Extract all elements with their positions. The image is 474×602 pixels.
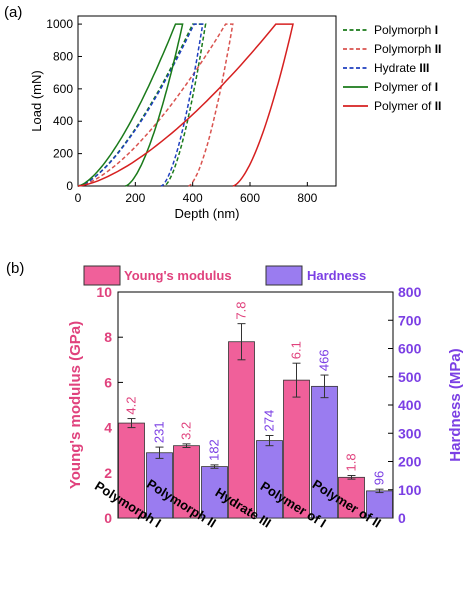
panel-a-chart: 0 200 400 600 800 0 200 400 600 800 1000 Depth (n… xyxy=(29,15,441,221)
panel-b-chart: 0 2 4 6 8 10 0 100 200 300 400 500 600 700 800 4.2 231… xyxy=(67,284,464,531)
data-label-hardness: 231 xyxy=(152,421,167,443)
panel-b-left-y-axis-label: Young's modulus (GPa) xyxy=(67,321,84,489)
panel-a-y-ticks: 0 200 400 600 800 1000 xyxy=(46,17,82,193)
bar-hardness-polymer-of-ii xyxy=(366,490,393,519)
panel-a-curve-hydrate-iii xyxy=(77,23,204,187)
panel-b-right-tick-label: 0 xyxy=(398,510,406,526)
panel-a-x-axis-label: Depth (nm) xyxy=(174,206,239,221)
panel-a-curve-polymorph-ii xyxy=(77,23,234,187)
panel-a-legend-label: Polymer of II xyxy=(374,99,441,113)
panel-b-bars: 4.2 231 3.2 182 7.8 274 6.1 466 1.8 96 xyxy=(118,302,393,519)
panel-a-y-tick-label: 0 xyxy=(66,179,73,193)
panel-a-x-tick-label: 200 xyxy=(125,191,145,205)
data-label-young-s-modulus: 7.8 xyxy=(234,302,249,320)
panel-a-curve-polymorph-i xyxy=(77,23,207,187)
data-label-hardness: 96 xyxy=(372,471,387,485)
panel-a-legend-roman: III xyxy=(419,61,429,75)
panel-b-left-tick-label: 8 xyxy=(104,329,112,345)
panel-b-right-tick-label: 400 xyxy=(398,397,422,413)
bar-young-s-modulus-polymer-of-ii xyxy=(338,476,365,519)
legend-label-hardness: Hardness xyxy=(307,268,366,283)
panel-a-legend-roman: I xyxy=(435,23,438,37)
panel-a-label: (a) xyxy=(4,4,22,21)
panel-b-left-y-ticks: 0 2 4 6 8 10 xyxy=(96,284,123,526)
panel-a-x-ticks: 0 200 400 600 800 xyxy=(75,182,318,205)
data-label-hardness: 274 xyxy=(262,410,277,432)
panel-a-x-tick-label: 0 xyxy=(75,191,82,205)
panel-b-right-tick-label: 700 xyxy=(398,312,422,328)
data-label-young-s-modulus: 6.1 xyxy=(289,341,304,359)
panel-a-legend-label: Polymer of I xyxy=(374,80,438,94)
panel-a-legend-roman: II xyxy=(435,99,442,113)
data-label-hardness: 466 xyxy=(317,349,332,371)
legend-swatch-hardness xyxy=(265,265,303,286)
panel-a-legend-label: Polymorph I xyxy=(374,23,438,37)
bar-hardness-polymorph-ii xyxy=(201,466,228,519)
panel-b-right-tick-label: 100 xyxy=(398,482,422,498)
panel-a-y-tick-label: 800 xyxy=(53,49,73,63)
bar-young-s-modulus-polymer-of-i xyxy=(283,379,310,519)
panel-a-x-tick-label: 400 xyxy=(183,191,203,205)
panel-a-legend-roman: II xyxy=(435,42,442,56)
panel-a-y-tick-label: 600 xyxy=(53,82,73,96)
panel-a-x-tick-label: 600 xyxy=(240,191,260,205)
panel-b-left-tick-label: 6 xyxy=(104,374,112,390)
panel-b-legend: Young's modulus Hardness xyxy=(83,265,366,286)
bar-hardness-hydrate-iii xyxy=(256,440,283,519)
data-label-young-s-modulus: 3.2 xyxy=(179,422,194,440)
panel-b-right-y-axis-label: Hardness (MPa) xyxy=(447,348,464,461)
bar-young-s-modulus-hydrate-iii xyxy=(228,341,255,519)
panel-b-left-tick-label: 10 xyxy=(96,284,112,300)
legend-label-youngs-modulus: Young's modulus xyxy=(124,268,232,283)
panel-b-left-tick-label: 4 xyxy=(104,420,112,436)
panel-b-right-tick-label: 600 xyxy=(398,341,422,357)
panel-a-frame xyxy=(77,15,337,187)
panel-b-right-tick-label: 200 xyxy=(398,454,422,470)
panel-b-right-tick-label: 500 xyxy=(398,369,422,385)
panel-b-right-y-ticks: 0 100 200 300 400 500 600 700 800 xyxy=(388,284,422,526)
panel-a-legend-text: Polymer of xyxy=(374,80,435,94)
panel-a-curve-polymer-of-ii xyxy=(77,23,294,187)
legend-swatch-youngs-modulus xyxy=(83,265,121,286)
panel-a-y-tick-label: 1000 xyxy=(46,17,73,31)
panel-b-left-tick-label: 0 xyxy=(104,510,112,526)
panel-a-legend-text: Polymorph xyxy=(374,42,435,56)
panel-b-left-tick-label: 2 xyxy=(104,465,112,481)
data-label-young-s-modulus: 4.2 xyxy=(124,397,139,415)
bar-young-s-modulus-polymorph-i xyxy=(118,422,145,519)
bar-hardness-polymorph-i xyxy=(146,452,173,519)
panel-b-right-tick-label: 800 xyxy=(398,284,422,300)
panel-a-y-tick-label: 200 xyxy=(53,147,73,161)
panel-b-label: (b) xyxy=(6,260,24,277)
panel-a-legend-text: Polymorph xyxy=(374,23,435,37)
bar-hardness-polymer-of-i xyxy=(311,385,338,519)
panel-a-y-tick-label: 400 xyxy=(53,114,73,128)
panel-a-curve-polymer-of-i xyxy=(77,23,184,187)
panel-a-legend-label: Hydrate III xyxy=(374,61,429,75)
panel-b-right-tick-label: 300 xyxy=(398,425,422,441)
data-label-hardness: 182 xyxy=(207,439,222,461)
data-label-young-s-modulus: 1.8 xyxy=(344,453,359,471)
panel-a-legend-text: Hydrate xyxy=(374,61,419,75)
bar-young-s-modulus-polymorph-ii xyxy=(173,445,200,519)
panel-a-curves xyxy=(77,23,294,187)
panel-a-y-axis-label: Load (mN) xyxy=(29,70,44,131)
panel-a-legend-label: Polymorph II xyxy=(374,42,441,56)
panel-a-x-tick-label: 800 xyxy=(297,191,317,205)
panel-a-legend-roman: I xyxy=(435,80,438,94)
panel-a-legend-text: Polymer of xyxy=(374,99,435,113)
